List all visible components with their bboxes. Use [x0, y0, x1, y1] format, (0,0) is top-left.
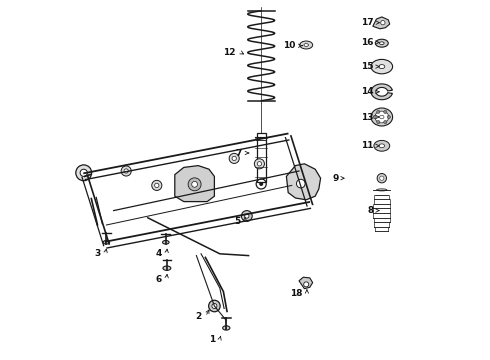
Circle shape [384, 121, 387, 124]
Circle shape [377, 174, 387, 183]
Circle shape [380, 176, 384, 180]
Text: 11: 11 [362, 141, 374, 150]
Polygon shape [286, 164, 320, 200]
Ellipse shape [163, 266, 171, 270]
Circle shape [381, 21, 385, 25]
Ellipse shape [300, 41, 313, 49]
Circle shape [152, 180, 162, 190]
Text: 15: 15 [362, 62, 374, 71]
Ellipse shape [380, 42, 384, 45]
Circle shape [245, 214, 249, 218]
Circle shape [242, 211, 252, 221]
Ellipse shape [304, 44, 309, 46]
Text: 9: 9 [332, 174, 339, 183]
Polygon shape [371, 84, 392, 100]
Circle shape [377, 121, 380, 124]
Text: 5: 5 [234, 217, 241, 226]
Ellipse shape [377, 189, 387, 191]
Text: 6: 6 [156, 275, 162, 284]
Circle shape [304, 282, 309, 287]
Text: 7: 7 [235, 149, 242, 158]
Circle shape [229, 153, 239, 163]
Text: 13: 13 [362, 112, 374, 122]
Circle shape [212, 303, 217, 309]
Ellipse shape [371, 108, 392, 126]
Circle shape [296, 179, 305, 188]
Circle shape [124, 169, 128, 173]
Ellipse shape [163, 240, 169, 244]
Circle shape [259, 182, 263, 186]
Polygon shape [373, 17, 390, 29]
Circle shape [76, 165, 92, 181]
Circle shape [387, 115, 391, 119]
Text: 8: 8 [368, 206, 374, 215]
Text: 4: 4 [156, 249, 162, 258]
Circle shape [80, 169, 87, 176]
Circle shape [188, 178, 201, 191]
Polygon shape [175, 166, 215, 202]
Ellipse shape [103, 240, 110, 244]
Text: 3: 3 [95, 249, 101, 258]
Circle shape [384, 110, 387, 113]
Circle shape [373, 115, 376, 119]
Text: 10: 10 [283, 41, 295, 50]
Ellipse shape [380, 115, 384, 119]
Ellipse shape [379, 65, 385, 69]
Ellipse shape [375, 111, 389, 123]
Circle shape [377, 110, 380, 113]
Ellipse shape [374, 140, 390, 151]
Circle shape [257, 162, 262, 166]
Circle shape [254, 159, 265, 169]
Ellipse shape [375, 39, 388, 47]
Text: 17: 17 [361, 18, 374, 27]
Ellipse shape [371, 59, 392, 74]
Text: 14: 14 [361, 87, 374, 96]
Polygon shape [299, 277, 313, 289]
Text: 16: 16 [362, 38, 374, 47]
Circle shape [192, 181, 197, 187]
Circle shape [209, 300, 220, 312]
Circle shape [155, 183, 159, 188]
Circle shape [232, 156, 236, 161]
Text: 12: 12 [223, 48, 236, 57]
Ellipse shape [222, 326, 230, 330]
Ellipse shape [379, 144, 385, 148]
Text: 1: 1 [209, 335, 216, 343]
Circle shape [121, 166, 131, 176]
Text: 18: 18 [290, 289, 303, 298]
Text: 2: 2 [195, 312, 201, 321]
